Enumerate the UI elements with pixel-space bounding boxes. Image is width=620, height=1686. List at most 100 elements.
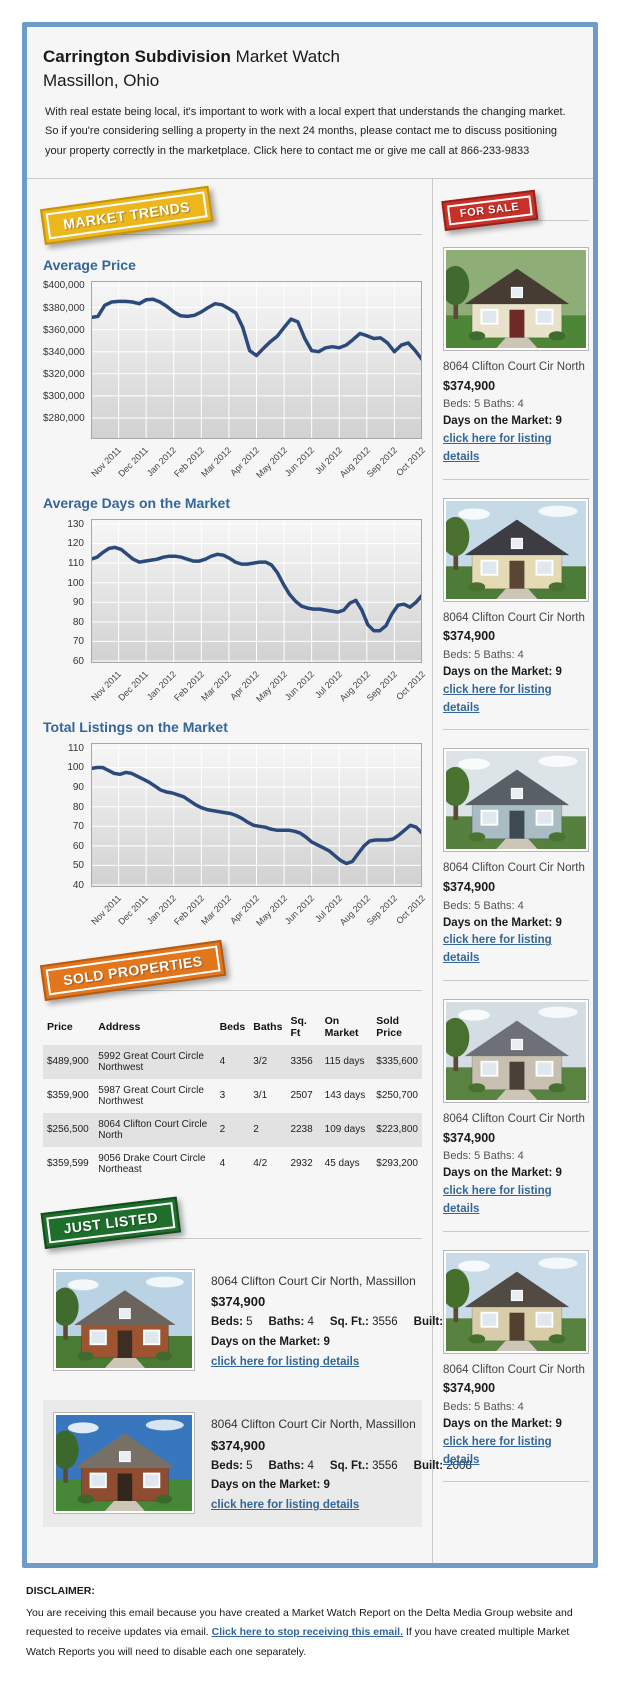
sold-table-header: Price Address Beds Baths Sq. Ft On Market Sold… <box>43 1009 422 1045</box>
table-cell: 4 <box>219 1056 226 1068</box>
listing-photo[interactable] <box>443 748 589 853</box>
y-axis-label: 80 <box>72 616 84 628</box>
days-on-market-chart: 130 120 110 100 90 80 70 60 Nov 2011 Dec 2011 Jan… <box>43 518 427 709</box>
y-axis-label: 100 <box>67 577 84 589</box>
listing-details-link[interactable]: click here for listing details <box>211 1355 360 1368</box>
total-listings-chart: 110 100 90 80 70 60 50 40 Nov 2011 Dec 2011 Jan 2… <box>43 742 427 933</box>
line-chart-plot <box>91 742 422 887</box>
house-illustration <box>446 500 586 599</box>
table-cell: 8064 Clifton Court Circle North <box>98 1118 208 1141</box>
listing-photo[interactable] <box>443 497 589 602</box>
house-illustration <box>56 1271 192 1368</box>
for-sale-listing: 8064 Clifton Court Cir North $374,900 Be… <box>443 239 589 480</box>
data-series-line <box>91 765 422 866</box>
y-axis-label: 110 <box>68 742 84 754</box>
listing-days-on-market: Days on the Market: 9 <box>443 1167 562 1180</box>
listing-price: $374,900 <box>443 1130 496 1145</box>
table-cell: 109 days <box>324 1124 366 1136</box>
listing-details-link[interactable]: click here for listing details <box>211 1498 360 1511</box>
y-axis-label: 110 <box>68 558 84 570</box>
for-sale-list: 8064 Clifton Court Cir North $374,900 Be… <box>443 239 589 1483</box>
column-header: On Market <box>324 1014 359 1039</box>
for-sale-listing: 8064 Clifton Court Cir North $374,900 Be… <box>443 740 589 981</box>
x-axis-label: Nov 2011 <box>88 668 123 703</box>
table-cell: 5987 Great Court Circle Northwest <box>98 1084 204 1107</box>
table-header-row: Price Address Beds Baths Sq. Ft On Market Sold… <box>43 1009 422 1045</box>
listing-price: $374,900 <box>211 1437 266 1453</box>
column-header: Sold Price <box>376 1014 402 1039</box>
listing-spec: Sq. Ft.: 3556 <box>329 1459 398 1472</box>
listing-address: 8064 Clifton Court Cir North <box>443 1113 585 1125</box>
divider <box>43 989 422 991</box>
table-cell: 143 days <box>324 1090 366 1102</box>
table-cell: 9056 Drake Court Circle Northeast <box>98 1152 206 1175</box>
table-cell: 2507 <box>290 1090 313 1102</box>
sold-properties-badge: SOLD PROPERTIES <box>39 939 226 1001</box>
listing-price: $374,900 <box>443 880 496 895</box>
listing-days-on-market: Days on the Market: 9 <box>443 916 562 929</box>
table-cell: 2238 <box>290 1124 313 1136</box>
listing-photo[interactable] <box>443 1249 589 1354</box>
house-illustration <box>446 1252 586 1351</box>
for-sale-listing: 8064 Clifton Court Cir North $374,900 Be… <box>443 1242 589 1483</box>
y-axis-label: 50 <box>72 860 84 872</box>
divider <box>43 1237 422 1239</box>
y-axis-label: 100 <box>67 762 84 774</box>
listing-spec: Beds: 5 <box>211 1459 253 1472</box>
table-cell: $293,200 <box>376 1158 418 1170</box>
listing-photo[interactable] <box>53 1268 195 1371</box>
listing-days-on-market: Days on the Market: 9 <box>211 1336 330 1349</box>
for-sale-section-head: FOR SALE <box>441 189 589 233</box>
table-cell: 4/2 <box>253 1158 268 1170</box>
page-title: Carrington Subdivision Market Watch <box>43 47 340 66</box>
x-axis-labels: Nov 2011 Dec 2011 Jan 2012 Feb 2012 Mar 2012… <box>89 663 427 709</box>
table-cell: 3/2 <box>253 1056 268 1068</box>
main-column: MARKET TRENDS Average Price $400,000 $380… <box>27 178 472 1564</box>
listing-details-link[interactable]: click here for listing details <box>443 1185 552 1215</box>
intro-text: With real estate being local, it's impor… <box>45 105 566 158</box>
x-axis-label: Nov 2011 <box>88 444 123 479</box>
line-chart-plot <box>91 518 422 663</box>
house-illustration <box>446 751 586 850</box>
listing-spec: Baths: 4 <box>268 1459 314 1472</box>
table-cell: 45 days <box>324 1158 360 1170</box>
listing-details-link[interactable]: click here for listing details <box>443 683 552 714</box>
house-illustration <box>56 1415 192 1512</box>
listing-photo[interactable] <box>53 1412 195 1515</box>
listing-address: 8064 Clifton Court Cir North, Massillon <box>211 1273 416 1288</box>
y-axis-label: $320,000 <box>43 368 85 380</box>
listing-details-link[interactable]: click here for listing details <box>443 934 552 965</box>
listing-address: 8064 Clifton Court Cir North <box>443 862 585 875</box>
y-axis-label: $400,000 <box>43 280 85 292</box>
chart-title-days-on-market: Average Days on the Market <box>43 494 230 511</box>
for-sale-listing: 8064 Clifton Court Cir North $374,900 Be… <box>443 991 589 1232</box>
table-cell: $335,600 <box>376 1056 418 1068</box>
listing-details-link[interactable]: click here for listing details <box>443 433 552 463</box>
x-axis-labels: Nov 2011 Dec 2011 Jan 2012 Feb 2012 Mar 2012… <box>89 439 427 485</box>
listing-details-link[interactable]: click here for listing details <box>443 1435 552 1466</box>
listing-price: $374,900 <box>443 1381 496 1396</box>
average-price-chart: $400,000 $380,000 $360,000 $340,000 $320,000… <box>43 280 427 485</box>
listing-spec: Beds: 5 <box>211 1316 253 1329</box>
unsubscribe-link[interactable]: Click here to stop receiving this email. <box>211 1626 404 1639</box>
y-axis-label: 90 <box>72 782 84 794</box>
listing-photo[interactable] <box>443 999 589 1103</box>
just-listed-badge: JUST LISTED <box>40 1196 181 1249</box>
listing-photo[interactable] <box>443 246 589 351</box>
column-header: Price <box>47 1020 73 1033</box>
listing-days-on-market: Days on the Market: 9 <box>443 665 562 678</box>
x-axis-labels: Nov 2011 Dec 2011 Jan 2012 Feb 2012 Mar 2012… <box>89 887 427 933</box>
just-listed-list: 8064 Clifton Court Cir North, Massillon … <box>43 1257 472 1528</box>
listing-beds-baths: Beds: 5 Baths: 4 <box>443 398 524 411</box>
y-axis-labels: 130 120 110 100 90 80 70 60 <box>43 519 91 667</box>
header: Carrington Subdivision Market Watch Mass… <box>27 27 593 178</box>
data-series-line <box>91 297 422 362</box>
y-axis-labels: 110 100 90 80 70 60 50 40 <box>43 742 91 891</box>
divider <box>43 233 422 235</box>
market-trends-badge: MARKET TRENDS <box>39 185 214 245</box>
sold-table-body: $489,900 5992 Great Court Circle Northwes… <box>43 1044 422 1181</box>
column-header: Address <box>98 1020 141 1033</box>
listing-beds-baths: Beds: 5 Baths: 4 <box>443 899 524 912</box>
